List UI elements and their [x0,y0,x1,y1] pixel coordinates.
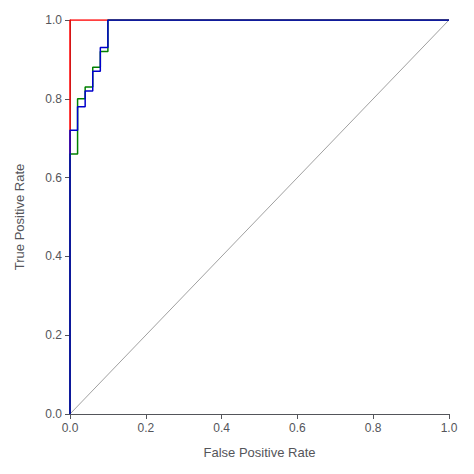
svg-text:1.0: 1.0 [45,13,62,27]
svg-text:0.6: 0.6 [45,171,62,185]
svg-text:0.8: 0.8 [45,92,62,106]
svg-text:0.4: 0.4 [45,249,62,263]
svg-text:False Positive Rate: False Positive Rate [204,445,316,460]
svg-text:0.0: 0.0 [62,421,79,435]
svg-text:0.2: 0.2 [45,328,62,342]
svg-text:0.4: 0.4 [213,421,230,435]
svg-text:0.0: 0.0 [45,407,62,421]
svg-text:0.2: 0.2 [137,421,154,435]
svg-text:0.6: 0.6 [289,421,306,435]
svg-text:0.8: 0.8 [365,421,382,435]
svg-text:1.0: 1.0 [441,421,458,435]
svg-text:True Positive Rate: True Positive Rate [12,164,27,270]
